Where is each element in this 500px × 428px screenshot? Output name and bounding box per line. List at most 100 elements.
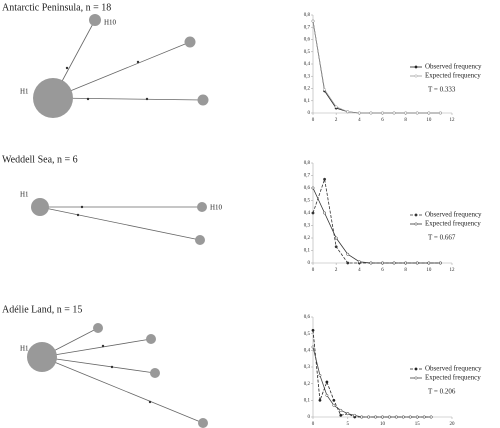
legend-marker [414,376,418,380]
point [429,415,433,419]
legend-marker [414,74,418,78]
edge [52,41,191,99]
mutation-step [65,66,69,70]
edge [41,338,152,358]
haplotype-node [31,198,49,216]
point [381,415,384,419]
haplotype-node [197,202,207,212]
point [311,345,315,349]
point [408,415,412,419]
panel-title: Adélie Land, n = 15 [2,304,82,315]
series-line [312,21,441,114]
y-tick-label: 0,3 [304,74,311,79]
x-tick-label: 2 [335,268,338,273]
point [367,415,371,419]
legend-label: Observed frequency [425,63,482,71]
mutation-step [145,97,149,101]
mutation-step [136,60,140,64]
y-tick-label: 0 [308,111,311,116]
panel-title: Weddell Sea, n = 6 [2,154,78,165]
legend-label: Observed frequency [425,365,482,373]
y-tick-label: 0,1 [304,99,311,104]
network-1: Antarctic Peninsula, n = 18 H1 H10 [2,2,209,118]
y-tick-label: 0,2 [304,236,311,241]
x-tick-label: 4 [358,118,361,123]
point [339,408,343,412]
point [374,415,377,419]
mutation-step [110,365,114,369]
point [323,177,327,181]
legend-label: Observed frequency [425,211,482,219]
point [318,373,322,377]
point [369,111,373,115]
y-tick-label: 0,6 [304,315,311,320]
point [381,261,384,265]
point [323,211,327,215]
point [404,261,408,265]
point [438,111,442,115]
point [357,111,361,115]
haplotype-node [146,334,156,344]
mismatch-chart: 0 0,1 0,2 0,3 0,4 0,5 0,6 0 5 10 15 20 Observed freq… [304,315,482,427]
point [357,260,361,264]
point [404,111,408,115]
edge [41,356,156,374]
haplotype-node [198,418,208,428]
mutation-step [86,97,90,101]
point [360,415,364,419]
y-tick-label: 0,6 [304,186,311,191]
point [388,415,391,419]
node-label: H10 [104,19,117,27]
x-tick-label: 0 [312,118,315,123]
edge [52,97,204,101]
point [381,111,384,115]
point [394,415,398,419]
y-tick-label: 0,2 [304,87,311,92]
y-tick-label: 0,4 [304,62,311,67]
point [311,19,315,23]
x-tick-label: 0 [312,422,315,427]
point [325,380,329,384]
point [427,111,431,115]
point [332,398,336,402]
haplotype-node [195,235,205,245]
point [311,211,315,215]
point [334,105,338,109]
x-tick-label: 6 [381,118,384,123]
point [339,413,343,417]
haplotype-node [33,78,73,118]
annotation: T = 0.667 [428,234,456,242]
y-tick-label: 0,4 [304,211,311,216]
haplotype-node [184,36,196,48]
panel-title: Antarctic Peninsula, n = 18 [2,2,111,13]
point [427,261,431,265]
point [392,261,396,265]
y-tick-label: 0,7 [304,25,311,30]
point [334,236,338,240]
x-tick-label: 10 [426,118,432,123]
haplotype-node [89,14,101,26]
point [346,110,350,114]
y-tick-label: 0,7 [304,174,311,179]
network-2: Weddell Sea, n = 6 H1 H10 [2,154,223,245]
edge [41,356,204,424]
y-tick-label: 0,8 [304,13,311,18]
point [346,261,350,265]
node-label: H1 [20,345,29,353]
point [346,412,350,416]
haplotype-node [93,323,103,333]
series-line [312,187,441,264]
point [325,393,329,397]
y-tick-label: 0,3 [304,365,311,370]
mismatch-chart: 0 0,1 0,2 0,3 0,4 0,5 0,6 0,7 0,8 0 2 4 6 8 10 12 Observ… [304,161,482,273]
x-tick-label: 20 [450,422,456,427]
y-tick-label: 0,1 [304,398,311,403]
point [415,261,419,265]
point [334,245,338,249]
y-tick-label: 0,6 [304,38,311,43]
point [353,413,357,417]
y-tick-label: 0 [308,415,311,420]
legend-marker [414,222,418,226]
x-tick-label: 8 [404,268,407,273]
